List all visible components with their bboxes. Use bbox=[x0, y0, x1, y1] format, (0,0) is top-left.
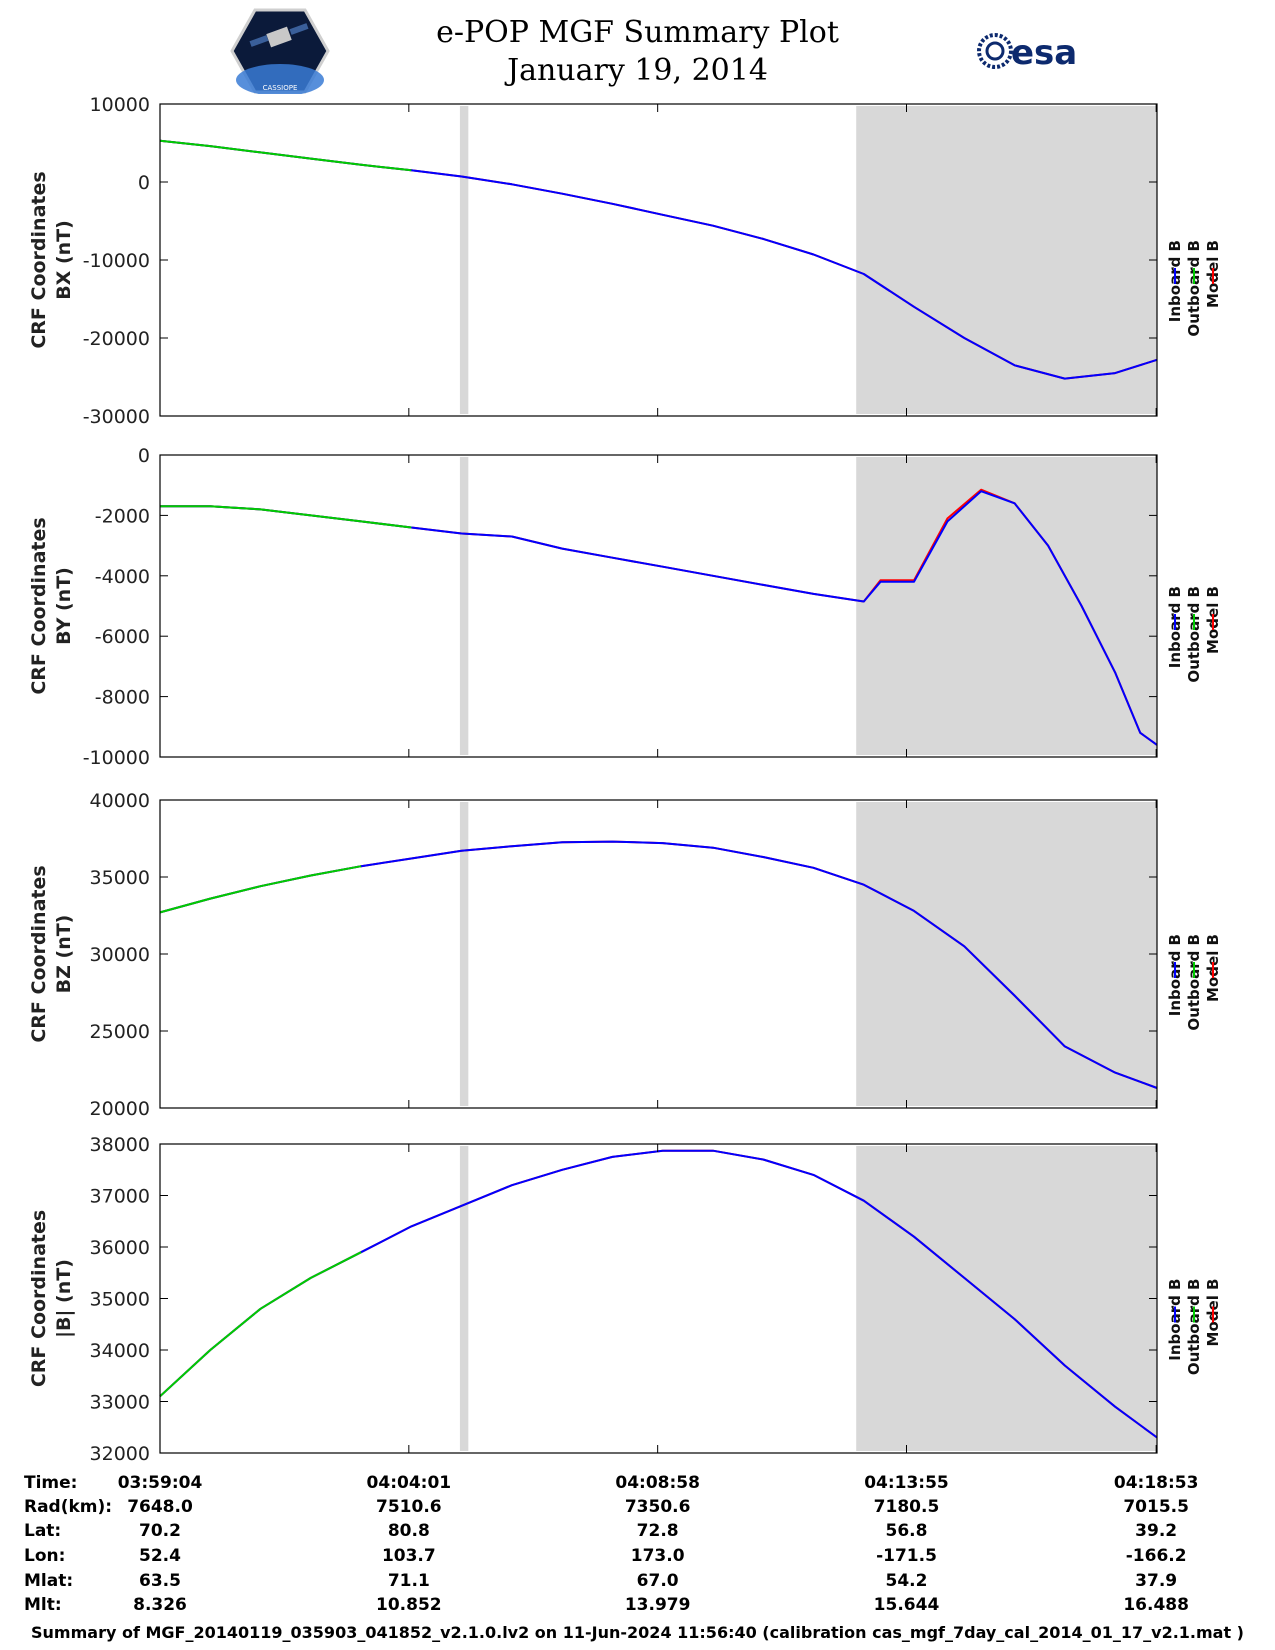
y-tick-label: 37000 bbox=[90, 1186, 150, 1208]
shaded-region bbox=[459, 802, 469, 1106]
y-tick-label: 0 bbox=[138, 445, 150, 467]
info-cell: 71.1 bbox=[387, 1571, 430, 1591]
y-tick-label: -10000 bbox=[83, 747, 150, 769]
info-cell: 13.979 bbox=[624, 1595, 691, 1615]
y-axis-label: BX (nT) bbox=[53, 220, 75, 300]
plot-title: e-POP MGF Summary Plot bbox=[436, 15, 839, 50]
footer-caption: Summary of MGF_20140119_035903_041852_v2… bbox=[31, 1623, 1244, 1642]
series-line-outboard bbox=[160, 505, 412, 529]
y-tick-label: 38000 bbox=[90, 1134, 150, 1156]
y-tick-label: 30000 bbox=[90, 944, 150, 966]
info-cell: 7648.0 bbox=[127, 1497, 193, 1517]
info-row-label: Time: bbox=[24, 1473, 78, 1493]
info-cell: 7015.5 bbox=[1123, 1497, 1189, 1517]
info-cell: 7180.5 bbox=[873, 1497, 940, 1517]
y-axis-label: CRF Coordinates bbox=[28, 517, 50, 694]
legend-entry: Outboard B bbox=[1185, 586, 1203, 683]
y-tick-label: 34000 bbox=[90, 1340, 150, 1362]
shaded-region bbox=[856, 457, 1157, 755]
info-row-label: Lat: bbox=[24, 1521, 62, 1541]
shaded-region bbox=[459, 106, 469, 414]
panel-3: 40000 35000 30000 25000 20000 CRF Coordinates… bbox=[28, 790, 1222, 1120]
info-cell: 39.2 bbox=[1135, 1521, 1178, 1541]
shaded-region bbox=[856, 802, 1157, 1106]
y-axis-label: |B| (nT) bbox=[53, 1259, 75, 1338]
info-cell: 8.326 bbox=[133, 1595, 187, 1615]
info-row-label: Mlt: bbox=[24, 1595, 62, 1615]
info-row-label: Mlat: bbox=[24, 1571, 74, 1591]
info-cell: 54.2 bbox=[885, 1571, 928, 1591]
info-cell: 15.644 bbox=[873, 1595, 940, 1615]
y-tick-label: -2000 bbox=[95, 505, 150, 527]
info-cell: 7350.6 bbox=[624, 1497, 691, 1517]
series-line-outboard bbox=[159, 139, 412, 172]
info-row-label: Rad(km): bbox=[24, 1497, 113, 1517]
y-axis-label: CRF Coordinates bbox=[28, 171, 50, 348]
y-axis-label: CRF Coordinates bbox=[28, 865, 50, 1042]
y-tick-label: -6000 bbox=[95, 626, 150, 648]
y-axis-label: BY (nT) bbox=[53, 567, 75, 645]
info-cell: 10.852 bbox=[376, 1595, 442, 1615]
info-cell: 103.7 bbox=[381, 1546, 436, 1566]
info-cell: 04:04:01 bbox=[366, 1473, 452, 1493]
plot-frame bbox=[159, 454, 1158, 758]
plot-date: January 19, 2014 bbox=[507, 53, 768, 88]
shaded-region bbox=[459, 457, 469, 755]
y-tick-label: 10000 bbox=[90, 94, 150, 116]
esa-logo-icon: esa bbox=[977, 33, 1077, 73]
info-cell: 63.5 bbox=[139, 1571, 181, 1591]
panel-1: 10000 0 -10000 -20000 -30000 CRF Coordinates B… bbox=[28, 94, 1222, 428]
info-cell: 52.4 bbox=[139, 1546, 181, 1566]
legend-entry: Outboard B bbox=[1185, 934, 1203, 1031]
y-tick-label: -30000 bbox=[83, 406, 150, 428]
y-tick-label: 35000 bbox=[90, 867, 150, 889]
y-tick-label: -20000 bbox=[83, 328, 150, 350]
y-tick-label: 40000 bbox=[90, 790, 150, 812]
cassiope-logo-icon: CASSIOPE bbox=[230, 8, 330, 94]
shaded-region bbox=[459, 1146, 469, 1451]
y-tick-label: 33000 bbox=[90, 1392, 150, 1414]
y-tick-label: 35000 bbox=[90, 1289, 150, 1311]
info-cell: -166.2 bbox=[1125, 1546, 1187, 1566]
shaded-region bbox=[856, 106, 1157, 414]
info-row-label: Lon: bbox=[24, 1546, 66, 1566]
info-cell: -171.5 bbox=[876, 1546, 937, 1566]
info-cell: 80.8 bbox=[387, 1521, 430, 1541]
info-cell: 37.9 bbox=[1135, 1571, 1178, 1591]
y-tick-label: 25000 bbox=[90, 1021, 150, 1043]
series-line-outboard bbox=[159, 865, 362, 914]
panel-2: 0 -2000 -4000 -6000 -8000 -10000 CRF Coordinat… bbox=[28, 445, 1222, 769]
info-cell: 67.0 bbox=[636, 1571, 679, 1591]
info-cell: 16.488 bbox=[1123, 1595, 1189, 1615]
series-line-outboard bbox=[159, 1251, 362, 1398]
info-cell: 04:18:53 bbox=[1113, 1473, 1199, 1493]
y-tick-label: 36000 bbox=[90, 1237, 150, 1259]
y-axis-label: CRF Coordinates bbox=[28, 1210, 50, 1387]
esa-logo-text: esa bbox=[1011, 33, 1077, 73]
y-tick-label: 32000 bbox=[90, 1443, 150, 1465]
y-tick-label: -4000 bbox=[95, 566, 150, 588]
legend-entry: Outboard B bbox=[1185, 240, 1203, 337]
y-tick-label: 20000 bbox=[90, 1098, 150, 1120]
info-cell: 56.8 bbox=[885, 1521, 928, 1541]
y-tick-label: 0 bbox=[138, 172, 150, 194]
y-tick-label: -10000 bbox=[83, 250, 150, 272]
info-cell: 03:59:04 bbox=[117, 1473, 203, 1493]
cassiope-logo-text: CASSIOPE bbox=[263, 84, 298, 92]
info-cell: 72.8 bbox=[636, 1521, 679, 1541]
y-axis-label: BZ (nT) bbox=[53, 915, 75, 994]
info-cell: 173.0 bbox=[630, 1546, 685, 1566]
y-tick-label: -8000 bbox=[95, 687, 150, 709]
info-cell: 70.2 bbox=[139, 1521, 181, 1541]
panel-4: 38000 37000 36000 35000 34000 33000 32000 CRF C… bbox=[28, 1134, 1222, 1465]
info-cell: 7510.6 bbox=[376, 1497, 442, 1517]
info-cell: 04:13:55 bbox=[864, 1473, 949, 1493]
legend-entry: Outboard B bbox=[1185, 1279, 1203, 1376]
info-cell: 04:08:58 bbox=[615, 1473, 700, 1493]
